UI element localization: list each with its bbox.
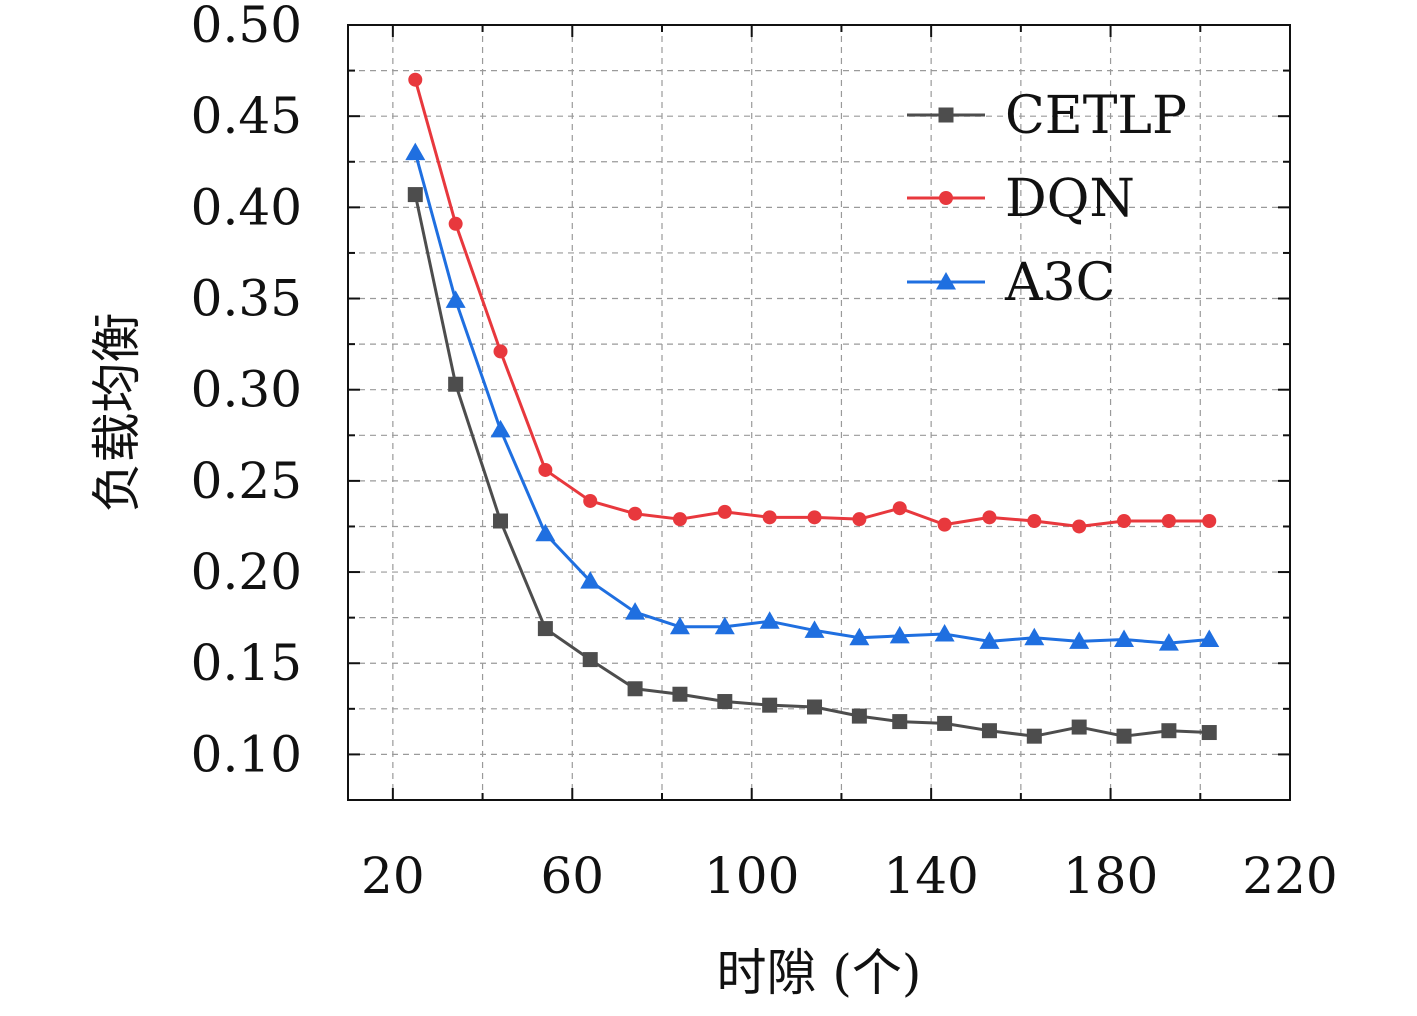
data-point-dqn (807, 510, 822, 525)
data-point-dqn (448, 216, 463, 231)
data-point-dqn (672, 512, 687, 527)
data-point-a3c (625, 602, 646, 620)
data-point-a3c (445, 290, 466, 308)
data-point-dqn (717, 504, 732, 519)
y-tick-label: 0.15 (191, 634, 302, 692)
data-point-cetlp (493, 513, 509, 529)
legend-marker-cetlp (938, 107, 954, 123)
data-point-a3c (535, 523, 556, 542)
data-point-dqn (852, 512, 867, 527)
data-point-dqn (892, 501, 907, 516)
data-point-cetlp (672, 686, 688, 702)
data-point-cetlp (537, 621, 553, 637)
series-layer (405, 72, 1220, 744)
legend: CETLP DQN A3C (907, 86, 1187, 313)
grid-lines (348, 25, 1290, 800)
data-point-cetlp (1026, 728, 1042, 744)
legend-entry-a3c: A3C (907, 253, 1115, 313)
data-point-a3c (714, 616, 735, 635)
legend-marker-a3c (936, 272, 956, 290)
data-point-cetlp (627, 681, 643, 697)
legend-entry-dqn: DQN (907, 169, 1135, 229)
data-point-cetlp (407, 187, 423, 203)
data-point-cetlp (851, 708, 867, 724)
data-point-cetlp (448, 376, 464, 392)
axis-ticks (348, 24, 1291, 800)
data-point-a3c (1069, 631, 1090, 649)
data-point-cetlp (981, 723, 997, 739)
x-tick-label: 220 (1242, 847, 1337, 905)
y-tick-label: 0.20 (191, 543, 302, 601)
tick-labels: 20 60 100 140 180 220 0.10 0.15 0.20 0.25 0.30 0.35… (191, 0, 1338, 905)
legend-entry-cetlp: CETLP (907, 86, 1187, 146)
data-point-dqn (583, 493, 598, 508)
data-point-cetlp (937, 715, 953, 731)
data-point-dqn (493, 344, 508, 359)
data-point-cetlp (1201, 725, 1217, 741)
x-tick-label: 140 (883, 847, 978, 905)
y-axis-title: 负载均衡 (88, 313, 146, 513)
series-a3c (405, 142, 1220, 651)
data-point-cetlp (807, 699, 823, 715)
x-tick-label: 20 (361, 847, 425, 905)
data-point-cetlp (1161, 723, 1177, 739)
data-point-dqn (1027, 514, 1042, 528)
legend-label-dqn: DQN (1005, 169, 1135, 229)
y-tick-label: 0.50 (191, 0, 302, 54)
data-point-a3c (889, 625, 910, 644)
data-point-a3c (979, 631, 1000, 649)
data-point-a3c (804, 620, 825, 638)
y-tick-label: 0.25 (191, 452, 302, 510)
data-point-dqn (937, 517, 952, 532)
plot-frame (347, 24, 1291, 801)
data-point-dqn (1072, 519, 1087, 534)
data-point-dqn (762, 510, 777, 525)
data-point-a3c (1024, 627, 1045, 646)
legend-label-cetlp: CETLP (1005, 86, 1187, 146)
data-point-dqn (1161, 514, 1176, 528)
x-tick-label: 100 (704, 847, 799, 905)
data-point-cetlp (762, 697, 778, 713)
data-point-a3c (1114, 629, 1135, 648)
data-point-a3c (580, 571, 601, 589)
x-axis-title: 时隙 (个) (717, 944, 922, 1002)
y-tick-label: 0.35 (191, 270, 302, 328)
data-point-a3c (849, 627, 870, 646)
data-point-dqn (982, 510, 997, 525)
data-point-dqn (628, 506, 643, 521)
data-point-cetlp (892, 714, 908, 730)
data-point-a3c (934, 624, 955, 642)
data-point-cetlp (1071, 719, 1087, 735)
series-cetlp (407, 187, 1217, 744)
data-point-a3c (759, 611, 780, 629)
series-dqn (408, 72, 1217, 534)
data-point-cetlp (1116, 728, 1132, 744)
data-point-a3c (1158, 633, 1179, 651)
legend-label-a3c: A3C (1004, 253, 1115, 313)
x-tick-label: 180 (1063, 847, 1158, 905)
y-tick-label: 0.10 (191, 725, 302, 783)
data-point-a3c (405, 142, 426, 161)
y-tick-label: 0.30 (191, 361, 302, 419)
x-tick-label: 60 (540, 847, 604, 905)
y-tick-label: 0.45 (191, 87, 302, 145)
data-point-cetlp (582, 652, 598, 668)
data-point-a3c (669, 616, 690, 635)
data-point-dqn (1202, 514, 1217, 528)
data-point-cetlp (717, 694, 733, 710)
data-point-dqn (1117, 514, 1132, 528)
data-point-dqn (538, 462, 553, 477)
y-tick-label: 0.40 (191, 178, 302, 236)
data-point-dqn (408, 72, 423, 87)
data-point-a3c (1199, 629, 1220, 648)
legend-marker-dqn (939, 191, 953, 205)
data-point-a3c (490, 419, 511, 438)
